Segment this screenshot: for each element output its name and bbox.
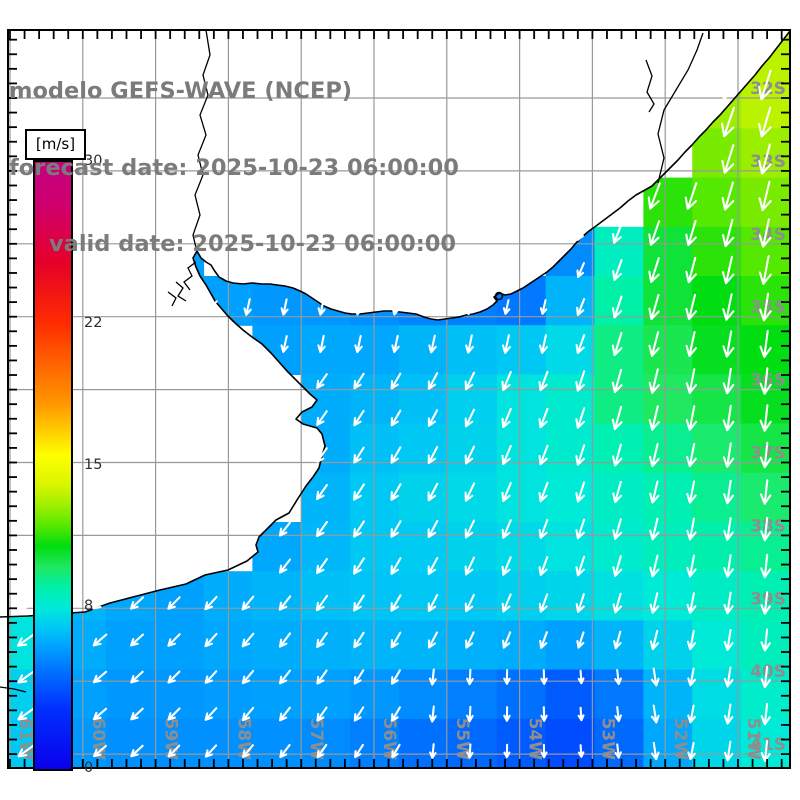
lat-label: 39S — [750, 589, 786, 609]
lon-label: 54W — [525, 718, 545, 761]
wave-direction-arrows — [16, 32, 773, 762]
colorbar-tick-label: 30 — [84, 153, 103, 169]
lat-label: 35S — [750, 298, 786, 318]
lat-label: 32S — [750, 79, 786, 99]
lat-label: 36S — [750, 371, 786, 391]
colorbar-tick-label: 15 — [84, 456, 103, 473]
lon-label: 61W — [15, 718, 35, 761]
colorbar-unit-label: [m/s] — [25, 129, 86, 160]
lat-label: 41S — [750, 735, 786, 755]
lat-label: 33S — [750, 152, 786, 172]
lon-label: 57W — [306, 718, 326, 761]
lon-label: 53W — [597, 718, 617, 761]
lon-label: 52W — [670, 718, 690, 761]
coastline — [0, 29, 791, 693]
colorbar-tick-label: 0 — [84, 760, 94, 776]
lon-label: 55W — [452, 718, 472, 761]
lon-label: 51W — [743, 718, 763, 761]
lon-label: 56W — [379, 718, 399, 761]
plot-frame-and-ticks — [7, 29, 791, 769]
lat-label: 34S — [750, 225, 786, 245]
lat-label: 37S — [750, 444, 786, 464]
colorbar — [33, 160, 73, 771]
colorbar-tick-label: 22 — [84, 314, 103, 331]
colorbar-tick-label: 8 — [84, 598, 94, 615]
lat-label: 40S — [750, 662, 786, 682]
lat-label: 38S — [750, 516, 786, 536]
graticule-grid — [8, 30, 790, 768]
wave-height-cells — [8, 30, 791, 769]
